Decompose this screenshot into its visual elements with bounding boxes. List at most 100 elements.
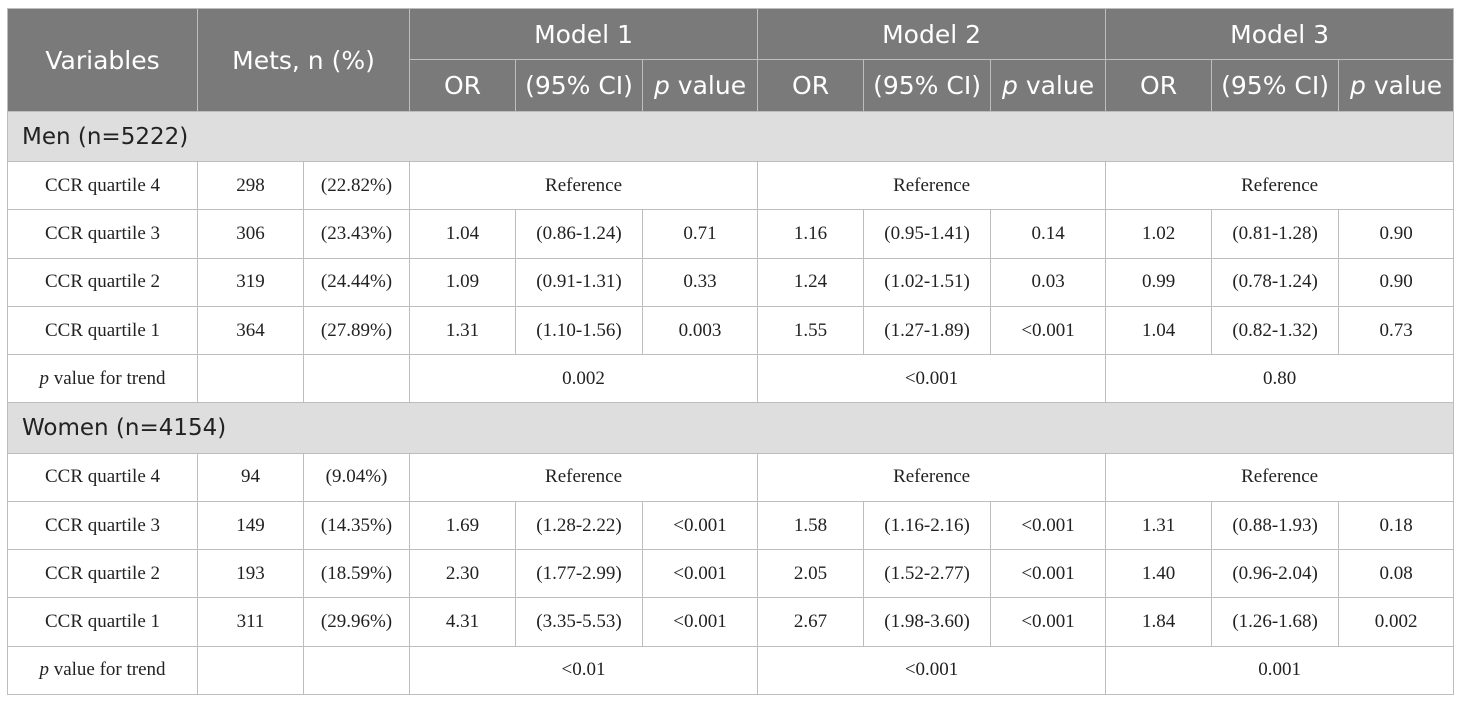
- or-cell: 1.69: [409, 500, 517, 551]
- reference-cell: Reference: [409, 452, 759, 502]
- p-cell: 0.003: [642, 305, 759, 356]
- trend-row: p value for trend 0.002 <0.001 0.80: [7, 354, 1455, 404]
- ci-cell: (0.86-1.24): [515, 209, 644, 259]
- or-cell: 1.31: [1105, 500, 1213, 551]
- mets-n: 149: [197, 500, 304, 551]
- reference-cell: Reference: [1105, 161, 1455, 211]
- ci-cell: (1.77-2.99): [515, 549, 644, 599]
- ci-cell: (0.81-1.28): [1211, 209, 1340, 259]
- p-cell: 0.14: [990, 209, 1107, 259]
- p-cell: 0.71: [642, 209, 759, 259]
- p-cell: 0.33: [642, 257, 759, 307]
- trend-value: <0.001: [757, 645, 1107, 696]
- or-cell: 1.55: [757, 305, 865, 356]
- trend-value: <0.001: [757, 354, 1107, 404]
- section-title-men: Men (n=5222): [6, 110, 1455, 163]
- row-label: CCR quartile 1: [7, 597, 198, 647]
- header-model-3: Model 3: [1105, 8, 1455, 60]
- header-p-value: p value: [990, 59, 1107, 112]
- ci-cell: (0.91-1.31): [515, 257, 644, 307]
- header-p-value: p value: [1338, 59, 1455, 112]
- or-cell: 1.58: [757, 500, 865, 551]
- empty-cell: [197, 354, 304, 404]
- row-label: CCR quartile 4: [7, 161, 198, 211]
- ci-cell: (1.10-1.56): [515, 305, 644, 356]
- reference-cell: Reference: [409, 161, 759, 211]
- header-or: OR: [1105, 59, 1213, 112]
- trend-label: p value for trend: [7, 645, 198, 696]
- row-label: CCR quartile 4: [7, 452, 198, 502]
- trend-value: 0.002: [409, 354, 759, 404]
- mets-pct: (22.82%): [302, 161, 411, 211]
- table-row: CCR quartile 4 94 (9.04%) Reference Refe…: [7, 452, 1455, 502]
- p-cell: <0.001: [642, 500, 759, 551]
- ci-cell: (1.28-2.22): [515, 500, 644, 551]
- ci-cell: (0.95-1.41): [863, 209, 992, 259]
- or-cell: 1.04: [409, 209, 517, 259]
- mets-n: 298: [197, 161, 304, 211]
- p-cell: 0.002: [1338, 597, 1455, 647]
- p-cell: <0.001: [990, 597, 1107, 647]
- or-cell: 1.02: [1105, 209, 1213, 259]
- or-cell: 2.30: [409, 549, 517, 599]
- table-row: CCR quartile 3 149 (14.35%) 1.69 (1.28-2…: [7, 500, 1455, 551]
- empty-cell: [302, 645, 411, 696]
- or-cell: 2.67: [757, 597, 865, 647]
- ci-cell: (1.98-3.60): [863, 597, 992, 647]
- ci-cell: (1.52-2.77): [863, 549, 992, 599]
- or-cell: 1.24: [757, 257, 865, 307]
- or-cell: 1.04: [1105, 305, 1213, 356]
- trend-value: 0.80: [1105, 354, 1455, 404]
- header-variables: Variables: [7, 8, 198, 112]
- reference-cell: Reference: [1105, 452, 1455, 502]
- p-cell: 0.08: [1338, 549, 1455, 599]
- section-title-women: Women (n=4154): [6, 402, 1455, 454]
- header-or: OR: [757, 59, 865, 112]
- or-cell: 4.31: [409, 597, 517, 647]
- header-ci: (95% CI): [515, 59, 644, 112]
- p-cell: 0.90: [1338, 209, 1455, 259]
- or-cell: 1.09: [409, 257, 517, 307]
- ci-cell: (0.78-1.24): [1211, 257, 1340, 307]
- ci-cell: (3.35-5.53): [515, 597, 644, 647]
- or-cell: 0.99: [1105, 257, 1213, 307]
- empty-cell: [197, 645, 304, 696]
- mets-pct: (24.44%): [302, 257, 411, 307]
- header-ci: (95% CI): [863, 59, 992, 112]
- ci-cell: (1.27-1.89): [863, 305, 992, 356]
- p-cell: <0.001: [990, 305, 1107, 356]
- mets-n: 311: [197, 597, 304, 647]
- results-table: Variables Mets, n (%) Model 1 Model 2 Mo…: [6, 8, 1455, 696]
- p-cell: <0.001: [642, 597, 759, 647]
- table-row: CCR quartile 2 193 (18.59%) 2.30 (1.77-2…: [7, 549, 1455, 599]
- header-mets: Mets, n (%): [196, 8, 411, 112]
- row-label: CCR quartile 3: [7, 500, 198, 551]
- mets-pct: (14.35%): [302, 500, 411, 551]
- mets-n: 94: [197, 452, 304, 502]
- trend-label: p value for trend: [7, 354, 198, 404]
- mets-pct: (18.59%): [302, 549, 411, 599]
- trend-value: <0.01: [409, 645, 759, 696]
- mets-n: 319: [197, 257, 304, 307]
- table-row: CCR quartile 4 298 (22.82%) Reference Re…: [7, 161, 1455, 211]
- or-cell: 1.84: [1105, 597, 1213, 647]
- trend-value: 0.001: [1105, 645, 1455, 696]
- trend-row: p value for trend <0.01 <0.001 0.001: [7, 645, 1455, 696]
- header-p-value: p value: [642, 59, 759, 112]
- row-label: CCR quartile 2: [7, 257, 198, 307]
- ci-cell: (1.16-2.16): [863, 500, 992, 551]
- table-row: CCR quartile 1 364 (27.89%) 1.31 (1.10-1…: [7, 305, 1455, 356]
- mets-pct: (27.89%): [302, 305, 411, 356]
- or-cell: 1.31: [409, 305, 517, 356]
- table-row: CCR quartile 2 319 (24.44%) 1.09 (0.91-1…: [7, 257, 1455, 307]
- p-cell: 0.03: [990, 257, 1107, 307]
- or-cell: 1.40: [1105, 549, 1213, 599]
- mets-n: 193: [197, 549, 304, 599]
- reference-cell: Reference: [757, 161, 1107, 211]
- p-cell: <0.001: [642, 549, 759, 599]
- ci-cell: (0.82-1.32): [1211, 305, 1340, 356]
- mets-pct: (23.43%): [302, 209, 411, 259]
- reference-cell: Reference: [757, 452, 1107, 502]
- row-label: CCR quartile 1: [7, 305, 198, 356]
- or-cell: 1.16: [757, 209, 865, 259]
